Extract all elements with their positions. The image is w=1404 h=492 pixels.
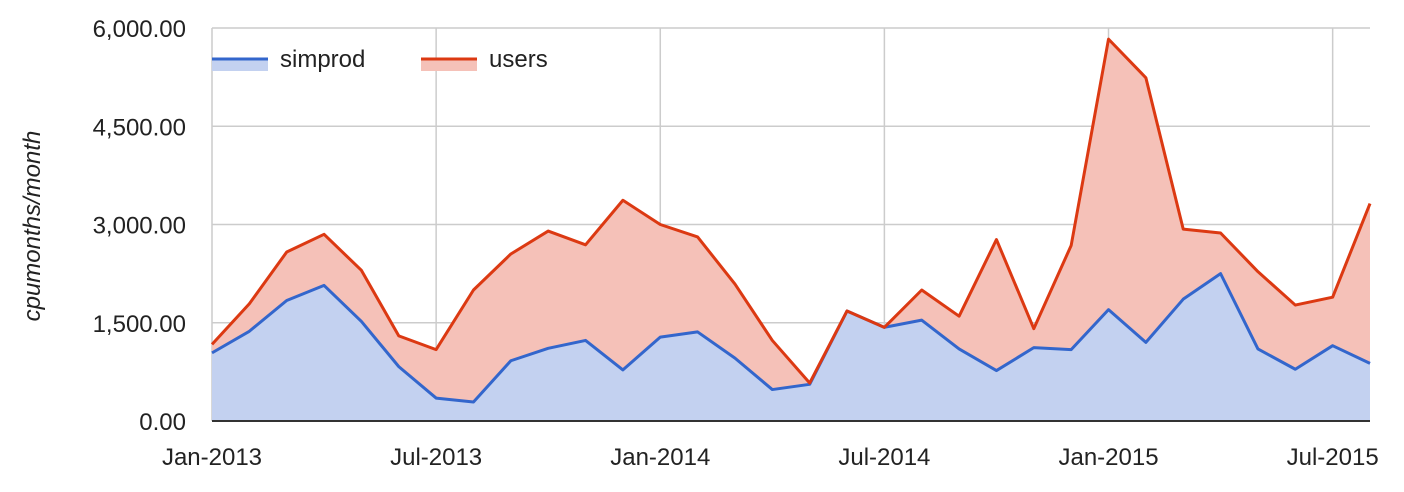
legend-label-users: users bbox=[489, 46, 548, 73]
x-tick-label: Jul-2013 bbox=[390, 444, 482, 471]
x-tick-label: Jan-2014 bbox=[610, 444, 710, 471]
x-tick-label: Jan-2015 bbox=[1058, 444, 1158, 471]
y-axis-ticks: 0.00 1,500.00 3,000.00 4,500.00 6,000.00 bbox=[93, 16, 186, 436]
series-areas bbox=[212, 39, 1370, 421]
legend-swatch-users bbox=[421, 59, 477, 71]
area-simprod bbox=[212, 273, 1370, 421]
area-users bbox=[212, 39, 1370, 403]
x-tick-label: Jul-2014 bbox=[838, 444, 930, 471]
legend-item-users: users bbox=[421, 46, 548, 73]
x-tick-label: Jan-2013 bbox=[162, 444, 262, 471]
x-tick-label: Jul-2015 bbox=[1287, 444, 1379, 471]
y-tick-label: 1,500.00 bbox=[93, 311, 186, 338]
y-tick-label: 4,500.00 bbox=[93, 114, 186, 141]
line-users bbox=[210, 37, 1372, 385]
y-axis-title: cpumonths/month bbox=[19, 131, 46, 322]
legend-item-simprod: simprod bbox=[212, 46, 365, 73]
legend-label-simprod: simprod bbox=[280, 46, 365, 73]
series-lines bbox=[210, 37, 1372, 404]
x-axis-ticks: Jan-2013 Jul-2013 Jan-2014 Jul-2014 Jan-2015… bbox=[162, 444, 1379, 471]
legend-swatch-simprod bbox=[212, 59, 268, 71]
y-tick-label: 0.00 bbox=[139, 409, 186, 436]
y-tick-label: 3,000.00 bbox=[93, 213, 186, 240]
legend: simprod users bbox=[212, 46, 548, 73]
line-simprod bbox=[211, 272, 1371, 404]
y-tick-label: 6,000.00 bbox=[93, 16, 186, 43]
